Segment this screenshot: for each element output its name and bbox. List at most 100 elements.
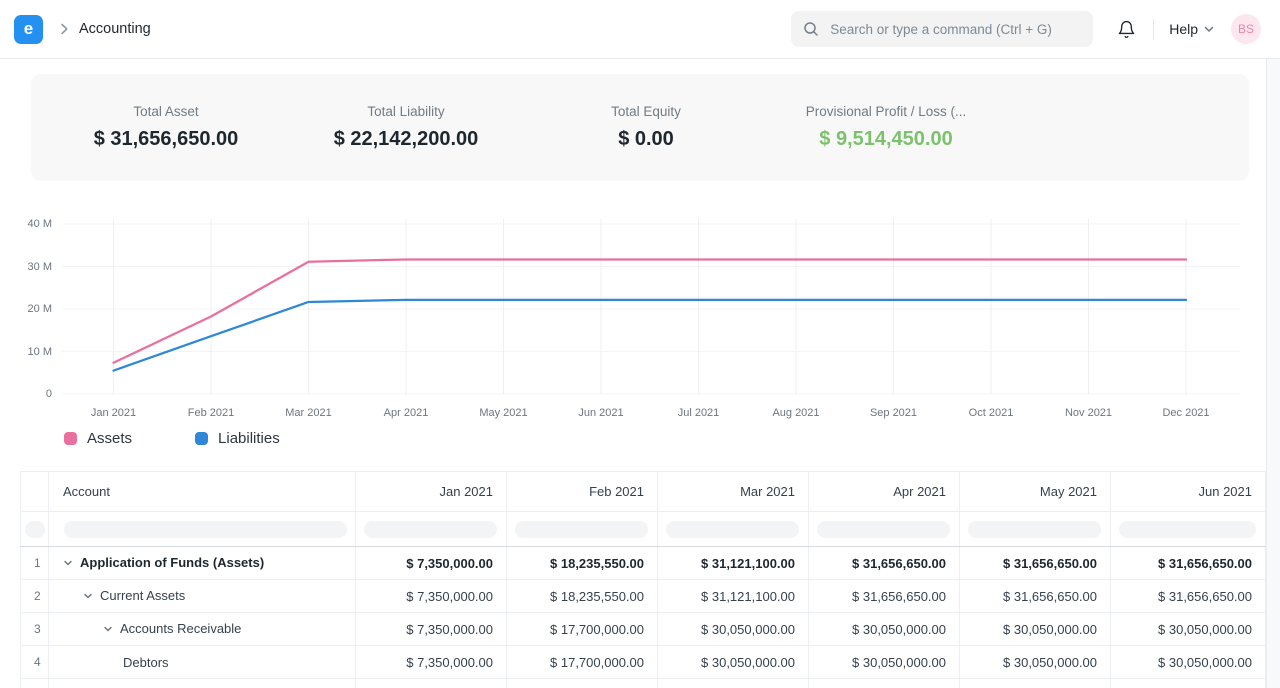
balance-chart: 40 M 30 M 20 M 10 M 0 Jan 2021 Feb 2021 Mar 202… bbox=[0, 211, 1280, 456]
column-header-jun-2021: Jun 2021 bbox=[1110, 471, 1266, 512]
x-axis-tick: May 2021 bbox=[479, 407, 528, 419]
account-cell[interactable]: Current Assets bbox=[48, 579, 356, 613]
search-input[interactable] bbox=[828, 20, 1082, 38]
notifications-bell-icon[interactable] bbox=[1117, 20, 1136, 39]
row-number: 3 bbox=[20, 612, 49, 646]
column-filter-input[interactable] bbox=[24, 520, 45, 538]
app-logo[interactable]: e bbox=[14, 14, 43, 44]
filter-cell bbox=[808, 511, 960, 547]
account-name: Application of Funds (Assets) bbox=[80, 555, 265, 570]
chart-legend: Assets Liabilities bbox=[64, 430, 280, 447]
value-cell: $ 17,700,000.00 bbox=[506, 612, 658, 646]
x-axis-tick: Jul 2021 bbox=[677, 407, 720, 419]
table-row: 1 Application of Funds (Assets) $ 7,350,00… bbox=[20, 546, 1266, 580]
summary-card-value: $ 22,142,200.00 bbox=[333, 128, 479, 150]
summary-card-4: Provisional Profit / Loss (... $ 9,514,45… bbox=[766, 104, 1006, 151]
x-axis-tick: Feb 2021 bbox=[187, 407, 235, 419]
column-header-mar-2021: Mar 2021 bbox=[657, 471, 809, 512]
legend-swatch-icon bbox=[195, 432, 209, 445]
column-filter-input[interactable] bbox=[64, 520, 347, 538]
filter-cell bbox=[959, 511, 1111, 547]
value-cell: $ 30,050,000.00 bbox=[808, 612, 960, 646]
chevron-down-icon[interactable] bbox=[83, 589, 93, 604]
account-name: Current Assets bbox=[100, 588, 186, 603]
column-filter-input[interactable] bbox=[817, 520, 950, 538]
filter-cell bbox=[355, 511, 507, 547]
report-table-wrap: Account Jan 2021 Feb 2021 Mar 2021 Apr 2021 M… bbox=[20, 471, 1266, 688]
row-number: 2 bbox=[20, 579, 49, 613]
column-header-may-2021: May 2021 bbox=[959, 471, 1111, 512]
partial-cell bbox=[808, 678, 960, 688]
vertical-scrollbar[interactable] bbox=[1266, 59, 1280, 688]
value-cell: $ 31,656,650.00 bbox=[1110, 546, 1266, 580]
value-cell: $ 18,235,550.00 bbox=[506, 579, 658, 613]
value-cell: $ 31,656,650.00 bbox=[959, 579, 1111, 613]
column-filter-input[interactable] bbox=[364, 520, 497, 538]
filter-cell bbox=[657, 511, 809, 547]
account-cell[interactable]: Application of Funds (Assets) bbox=[48, 546, 356, 580]
breadcrumb-accounting[interactable]: Accounting bbox=[79, 21, 151, 37]
row-number-header bbox=[20, 471, 49, 512]
column-filter-input[interactable] bbox=[515, 520, 648, 538]
summary-card-value: $ 31,656,650.00 bbox=[93, 128, 239, 150]
table-row: 4 Debtors $ 7,350,000.00 $ 17,700,000.00 $ 3… bbox=[20, 645, 1266, 679]
value-cell: $ 30,050,000.00 bbox=[1110, 612, 1266, 646]
chevron-down-icon[interactable] bbox=[103, 622, 113, 637]
column-header-feb-2021: Feb 2021 bbox=[506, 471, 658, 512]
x-axis-tick: Dec 2021 bbox=[1162, 407, 1210, 419]
global-search[interactable] bbox=[791, 11, 1094, 47]
summary-card-label: Total Liability bbox=[367, 104, 445, 119]
y-axis-tick: 20 M bbox=[27, 303, 52, 315]
legend-label: Assets bbox=[87, 430, 133, 447]
partial-cell bbox=[506, 678, 658, 688]
chevron-down-icon[interactable] bbox=[63, 556, 73, 571]
table-row: 3 Accounts Receivable $ 7,350,000.00 $ 17,7… bbox=[20, 612, 1266, 646]
column-filter-input[interactable] bbox=[968, 520, 1101, 538]
summary-panel: Total Asset $ 31,656,650.00 Total Liabilit… bbox=[31, 74, 1249, 181]
value-cell: $ 30,050,000.00 bbox=[808, 645, 960, 679]
table-header-row: Account Jan 2021 Feb 2021 Mar 2021 Apr 2021 M… bbox=[20, 471, 1266, 512]
value-cell: $ 31,656,650.00 bbox=[1110, 579, 1266, 613]
value-cell: $ 31,656,650.00 bbox=[959, 546, 1111, 580]
help-menu[interactable]: Help bbox=[1169, 21, 1214, 37]
partial-cell bbox=[657, 678, 809, 688]
x-axis-tick: Oct 2021 bbox=[968, 407, 1014, 419]
x-axis-tick: Jan 2021 bbox=[90, 407, 137, 419]
table-filter-row bbox=[20, 511, 1266, 547]
user-avatar[interactable]: BS bbox=[1231, 14, 1261, 44]
navbar-divider bbox=[1153, 18, 1155, 40]
breadcrumb-chevron-icon bbox=[60, 22, 69, 36]
filter-cell bbox=[506, 511, 658, 547]
series-line-assets bbox=[112, 258, 1188, 364]
chevron-down-icon bbox=[1204, 26, 1214, 32]
x-axis-tick: Nov 2021 bbox=[1064, 407, 1113, 419]
y-axis-tick: 40 M bbox=[27, 218, 52, 230]
partial-cell bbox=[355, 678, 507, 688]
value-cell: $ 30,050,000.00 bbox=[657, 645, 809, 679]
value-cell: $ 30,050,000.00 bbox=[1110, 645, 1266, 679]
help-label: Help bbox=[1169, 21, 1198, 37]
value-cell: $ 31,656,650.00 bbox=[808, 546, 960, 580]
navbar: e Accounting Help BS bbox=[0, 0, 1280, 59]
value-cell: $ 30,050,000.00 bbox=[657, 612, 809, 646]
summary-card-label: Provisional Profit / Loss (... bbox=[805, 104, 967, 119]
column-filter-input[interactable] bbox=[1119, 520, 1256, 538]
partial-cell bbox=[959, 678, 1111, 688]
legend-item-liabilities: Liabilities bbox=[195, 430, 280, 447]
x-axis-tick: Apr 2021 bbox=[383, 407, 429, 419]
legend-item-assets: Assets bbox=[64, 430, 132, 447]
summary-card-1: Total Asset $ 31,656,650.00 bbox=[46, 104, 286, 151]
value-cell: $ 31,121,100.00 bbox=[657, 579, 809, 613]
x-axis-tick: Mar 2021 bbox=[285, 407, 332, 419]
value-cell: $ 30,050,000.00 bbox=[959, 645, 1111, 679]
account-cell[interactable]: Debtors bbox=[48, 645, 356, 679]
summary-card-2: Total Liability $ 22,142,200.00 bbox=[286, 104, 526, 151]
value-cell: $ 7,350,000.00 bbox=[355, 546, 507, 580]
filter-cell bbox=[1110, 511, 1266, 547]
search-icon bbox=[803, 21, 819, 37]
account-cell[interactable]: Accounts Receivable bbox=[48, 612, 356, 646]
y-axis-tick: 30 M bbox=[27, 260, 52, 273]
column-filter-input[interactable] bbox=[666, 520, 799, 538]
value-cell: $ 18,235,550.00 bbox=[506, 546, 658, 580]
